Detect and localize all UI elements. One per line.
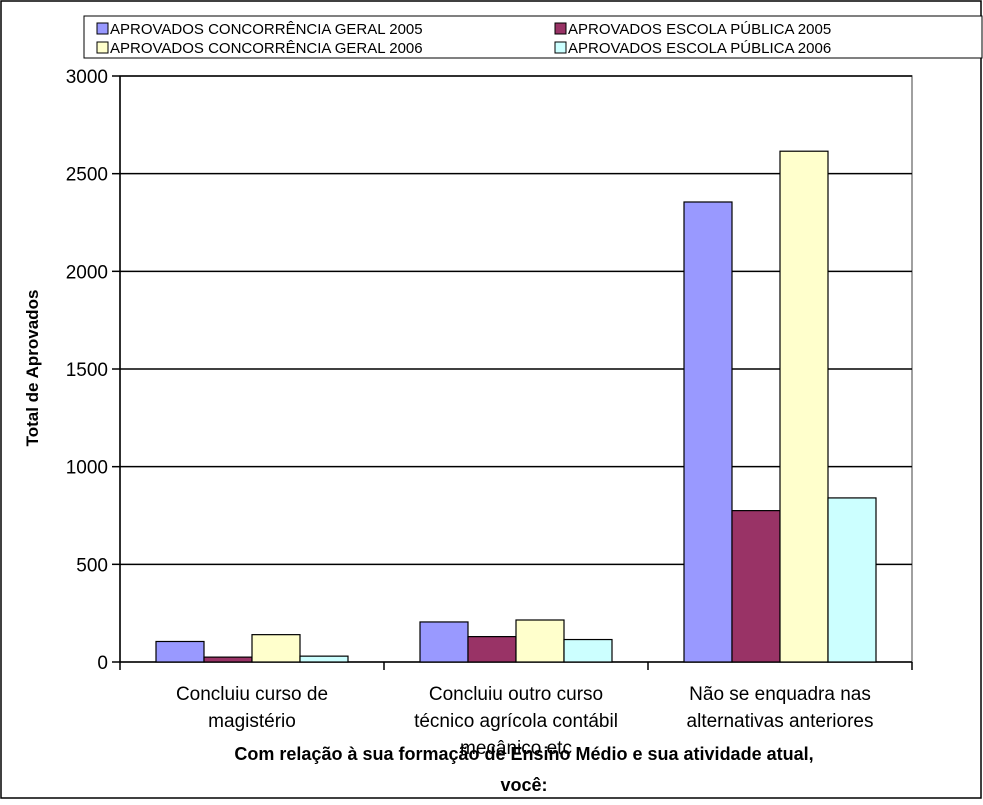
bar-4-3 [827, 497, 877, 663]
bar-3-2 [515, 619, 565, 663]
y-tick-label: 2000 [66, 262, 108, 283]
bar-2-3 [731, 510, 781, 663]
legend-swatch [96, 41, 109, 54]
legend-label: APROVADOS CONCORRÊNCIA GERAL 2005 [110, 21, 423, 38]
y-tick-label: 0 [97, 653, 108, 674]
bar-3-3 [779, 150, 829, 663]
legend-box [83, 15, 983, 59]
bar-1-3 [683, 201, 733, 663]
category-label: Não se enquadra nas [689, 684, 871, 705]
x-axis-label: Com relação à sua formação de Ensino Méd… [234, 744, 813, 795]
bar-4-1 [299, 655, 349, 663]
category-label: alternativas anteriores [687, 711, 874, 732]
y-tick-label: 2500 [66, 165, 108, 186]
legend-swatch [554, 41, 567, 54]
bar-3-1 [251, 634, 301, 663]
category-label: técnico agrícola contábil [414, 711, 618, 732]
bar-1-1 [155, 640, 205, 663]
legend-label: APROVADOS ESCOLA PÚBLICA 2006 [568, 40, 831, 57]
bar-2-1 [203, 656, 253, 663]
legend-swatch [96, 22, 109, 35]
plot-area: 0 500 1000 1500 2000 2500 3000 Concluiu curso d… [66, 67, 913, 759]
y-tick-label: 3000 [66, 67, 108, 88]
y-tick-label: 1500 [66, 360, 108, 381]
legend-label: APROVADOS ESCOLA PÚBLICA 2005 [568, 21, 831, 38]
bar-1-2 [419, 621, 469, 663]
category-label: Concluiu curso de [176, 684, 328, 705]
legend: APROVADOS CONCORRÊNCIA GERAL 2005 APROVAD… [83, 15, 983, 59]
y-tick-label: 500 [76, 555, 108, 576]
category-label: magistério [208, 711, 296, 732]
bar-2-2 [467, 636, 517, 663]
x-axis-label-line: Com relação à sua formação de Ensino Méd… [234, 744, 813, 764]
category-label: Concluiu outro curso [429, 684, 603, 705]
y-axis-label: Total de Aprovados [23, 290, 42, 447]
x-axis-label-line: você: [500, 775, 547, 795]
bar-4-2 [563, 638, 613, 663]
legend-swatch [554, 22, 567, 35]
y-tick-label: 1000 [66, 458, 108, 479]
legend-label: APROVADOS CONCORRÊNCIA GERAL 2006 [110, 40, 423, 57]
category-label: mecânico etc [460, 738, 572, 759]
